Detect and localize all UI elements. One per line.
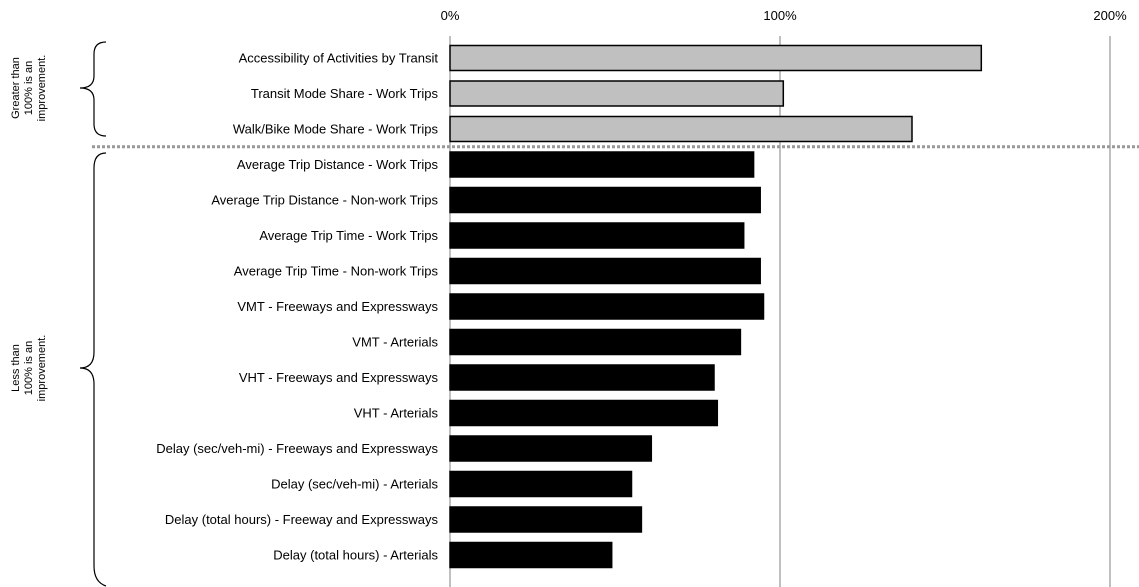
category-label: Average Trip Distance - Work Trips [237,157,439,172]
bar [449,151,755,178]
bar [449,328,742,356]
category-label: Delay (total hours) - Arterials [273,548,438,563]
category-label: Delay (total hours) - Freeway and Expres… [165,512,439,527]
note-less-line-3: improvement. [36,335,48,402]
brace-greater [79,41,107,137]
bars [449,44,983,569]
category-label: Accessibility of Activities by Transit [239,51,439,66]
category-label: VHT - Freeways and Expressways [239,370,439,385]
x-tick-label: 0% [441,8,460,23]
bar [449,435,653,462]
bar [449,541,613,569]
brace-less [79,152,107,587]
group-brackets: Greater than 100% is an improvement. Les… [10,41,107,587]
note-less-line-2: 100% is an [23,341,35,395]
bar [449,115,913,143]
category-label: Delay (sec/veh-mi) - Arterials [271,477,438,492]
note-greater-line-3: improvement. [36,55,48,122]
bar [449,293,765,320]
bar [449,80,785,107]
x-axis-ticks: 0% 100% 200% [441,8,1127,23]
category-label: VMT - Arterials [352,335,438,350]
bar [449,506,643,533]
bar [449,364,715,391]
category-label: Average Trip Time - Work Trips [259,228,438,243]
bar [449,44,983,72]
note-less-line-1: Less than [10,344,22,392]
category-label: VHT - Arterials [354,406,439,421]
bar [449,257,761,285]
bar [449,399,719,427]
x-tick-label: 100% [763,8,797,23]
note-greater-line-2: 100% is an [23,61,35,115]
bar [449,470,633,498]
category-label: Average Trip Time - Non-work Trips [234,264,439,279]
category-label: VMT - Freeways and Expressways [237,299,438,314]
category-label: Delay (sec/veh-mi) - Freeways and Expres… [156,441,438,456]
category-labels: Accessibility of Activities by Transit Tr… [156,51,438,563]
bar [449,222,745,249]
x-tick-label: 200% [1093,8,1127,23]
category-label: Walk/Bike Mode Share - Work Trips [233,122,439,137]
category-label: Average Trip Distance - Non-work Trips [211,193,438,208]
bar [449,186,761,214]
note-greater-line-1: Greater than [10,57,22,119]
category-label: Transit Mode Share - Work Trips [251,86,439,101]
